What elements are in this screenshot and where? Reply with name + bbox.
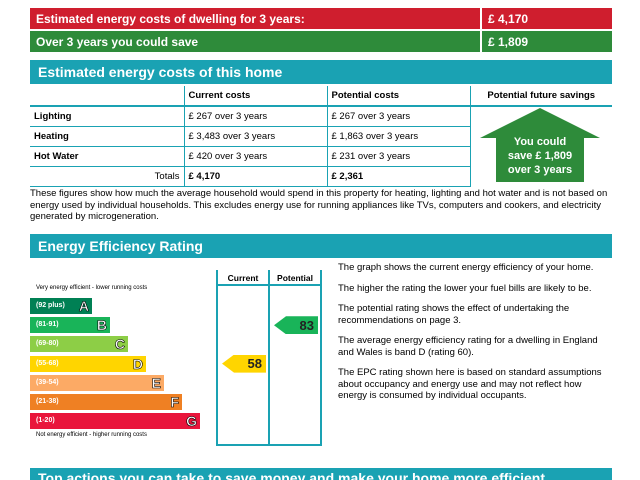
table-row: Lighting £ 267 over 3 years £ 267 over 3…	[30, 106, 612, 127]
totals-row: Totals £ 4,170 £ 2,361	[30, 166, 612, 187]
total-cost-value: £ 4,170	[488, 11, 529, 26]
row-label: Lighting	[30, 106, 184, 127]
row-current: £ 267 over 3 years	[183, 106, 328, 127]
costs-header-potential: Potential costs	[327, 86, 471, 107]
savings-value: £ 1,809	[488, 34, 529, 49]
savings-line2: save £ 1,809	[507, 150, 573, 162]
band-letter: A	[78, 298, 90, 315]
band-range: (55-68)	[36, 359, 59, 367]
totals-label: Totals	[30, 166, 184, 187]
row-label: Heating	[30, 126, 184, 147]
rating-band-e: (39-54) E	[30, 374, 164, 391]
savings-label: Over 3 years you could save	[30, 31, 482, 52]
costs-header-current: Current costs	[183, 86, 328, 107]
band-letter: B	[96, 317, 108, 334]
rating-band-d: (55-68) D	[30, 355, 146, 372]
costs-header-blank	[30, 86, 184, 107]
table-row: Heating £ 3,483 over 3 years £ 1,863 ove…	[30, 126, 612, 147]
band-letter: D	[132, 355, 144, 372]
band-range: (92 plus)	[36, 302, 65, 309]
band-range: (21-38)	[36, 398, 59, 405]
description-paragraph: The average energy efficiency rating for…	[338, 335, 598, 358]
rating-band-a: (92 plus) A	[30, 298, 92, 314]
rating-band-c: (69-80) C	[30, 336, 128, 353]
savings-bar: Over 3 years you could save £ 1,809	[30, 31, 612, 52]
row-potential: £ 267 over 3 years	[327, 106, 471, 127]
savings-line3: over 3 years	[507, 164, 573, 176]
band-letter: G	[186, 413, 197, 430]
scale-bottom-label: Not energy efficient - higher running co…	[36, 432, 147, 438]
description-paragraph: The EPC rating shown here is based on st…	[338, 367, 602, 401]
costs-note: These figures show how much the average …	[30, 188, 608, 222]
row-label: Hot Water	[30, 146, 184, 167]
rating-band-f: (21-38) F	[30, 394, 182, 410]
current-column: Current 58	[216, 270, 270, 446]
savings-line1: You could	[513, 136, 567, 148]
band-letter: E	[151, 374, 161, 391]
description-paragraph: The potential rating shows the effect of…	[338, 303, 570, 326]
band-range: (69-80)	[36, 340, 59, 348]
band-range: (39-54)	[36, 378, 59, 386]
costs-table: Current costs Potential costs Potential …	[30, 86, 612, 187]
row-current: £ 3,483 over 3 years	[183, 126, 328, 147]
current-column-header: Current	[218, 270, 268, 286]
rating-band-b: (81-91) B	[30, 317, 110, 333]
costs-header-savings: Potential future savings	[470, 86, 612, 107]
total-cost-bar: Estimated energy costs of dwelling for 3…	[30, 8, 612, 29]
potential-rating-arrow: 83	[274, 316, 318, 335]
band-letter: C	[114, 336, 126, 353]
current-rating-arrow: 58	[222, 354, 266, 373]
description-paragraph: The graph shows the current energy effic…	[338, 262, 594, 273]
band-range: (81-91)	[36, 321, 59, 329]
efficiency-section-title: Energy Efficiency Rating	[30, 234, 612, 258]
total-cost-label: Estimated energy costs of dwelling for 3…	[30, 8, 482, 29]
row-potential: £ 1,863 over 3 years	[327, 126, 471, 147]
savings-arrow: You could save £ 1,809 over 3 years	[480, 108, 600, 182]
totals-potential: £ 2,361	[327, 166, 471, 187]
potential-column-header: Potential	[270, 270, 320, 286]
rating-band-g: (1-20) G	[30, 413, 200, 429]
row-potential: £ 231 over 3 years	[327, 146, 471, 167]
totals-current: £ 4,170	[183, 166, 328, 187]
row-current: £ 420 over 3 years	[183, 146, 328, 167]
efficiency-rating-chart: Very energy efficient - lower running co…	[30, 270, 322, 446]
actions-section-title: Top actions you can take to save money a…	[30, 468, 612, 480]
band-letter: F	[170, 394, 179, 411]
band-range: (1-20)	[36, 417, 55, 425]
costs-section-title: Estimated energy costs of this home	[30, 60, 612, 84]
scale-top-label: Very energy efficient - lower running co…	[36, 285, 148, 291]
costs-header-row: Current costs Potential costs Potential …	[30, 86, 612, 107]
efficiency-description: The graph shows the current energy effic…	[338, 262, 610, 411]
description-paragraph: The higher the rating the lower your fue…	[338, 282, 592, 294]
potential-column: Potential 83	[268, 270, 322, 446]
table-row: Hot Water £ 420 over 3 years £ 231 over …	[30, 146, 612, 167]
up-arrow-icon	[480, 108, 600, 182]
